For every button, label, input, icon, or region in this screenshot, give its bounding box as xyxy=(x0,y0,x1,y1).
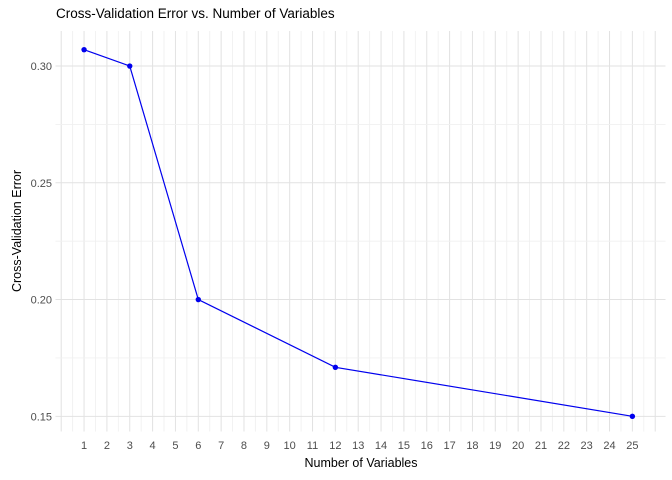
x-tick-label: 13 xyxy=(352,440,364,452)
x-tick-label: 23 xyxy=(581,440,593,452)
x-tick-label: 1 xyxy=(81,440,87,452)
x-tick-label: 4 xyxy=(150,440,156,452)
data-point xyxy=(195,296,201,303)
x-axis-title: Number of Variables xyxy=(304,456,418,470)
x-tick-label: 5 xyxy=(172,440,178,452)
y-tick-label: 0.15 xyxy=(31,411,52,423)
x-tick-label: 21 xyxy=(535,440,547,452)
x-tick-label: 6 xyxy=(195,440,201,452)
x-tick-label: 18 xyxy=(466,440,478,452)
x-tick-label: 14 xyxy=(375,440,387,452)
data-point xyxy=(127,63,133,69)
chart-title: Cross-Validation Error vs. Number of Var… xyxy=(56,6,335,21)
x-tick-label: 12 xyxy=(329,440,341,452)
x-tick-label: 25 xyxy=(626,440,638,452)
x-tick-label: 8 xyxy=(241,440,247,452)
x-tick-label: 17 xyxy=(443,440,455,452)
x-tick-label: 24 xyxy=(603,440,615,452)
x-tick-label: 3 xyxy=(127,440,133,452)
data-point xyxy=(629,413,636,420)
y-tick-label: 0.30 xyxy=(31,61,52,73)
data-point xyxy=(81,46,87,53)
x-tick-label: 9 xyxy=(264,440,270,452)
x-tick-label: 22 xyxy=(558,440,570,452)
x-tick-label: 20 xyxy=(512,440,524,452)
x-tick-label: 7 xyxy=(218,440,224,452)
x-tick-label: 11 xyxy=(307,440,318,452)
x-tick-label: 15 xyxy=(398,440,410,452)
x-tick-label: 16 xyxy=(421,440,433,452)
y-tick-label: 0.20 xyxy=(31,295,52,307)
y-tick-label: 0.25 xyxy=(31,178,52,190)
x-tick-label: 19 xyxy=(489,440,501,452)
x-tick-label: 10 xyxy=(284,440,296,452)
data-point xyxy=(332,364,339,370)
x-tick-label: 2 xyxy=(104,440,110,452)
